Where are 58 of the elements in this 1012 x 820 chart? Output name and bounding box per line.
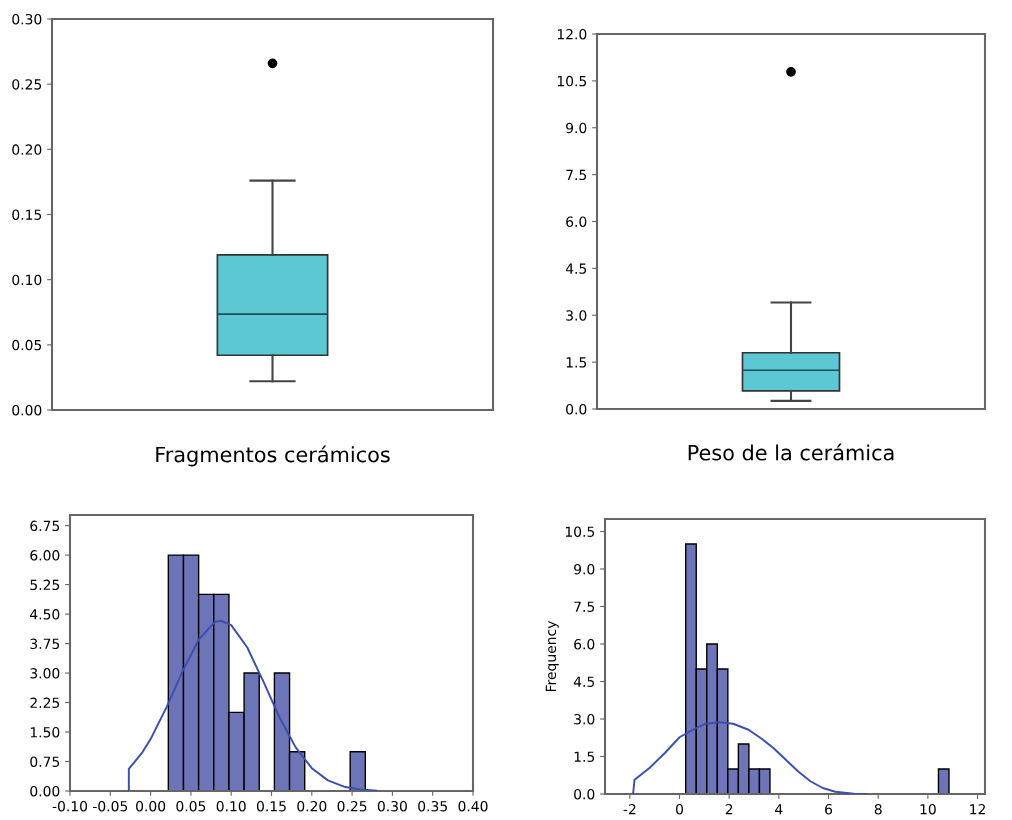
y-tick-label: 6.0 [574,638,595,650]
y-tick-label: 0.05 [12,339,42,351]
y-tick-label: 7.5 [574,601,595,612]
x-tick-label: 0.00 [136,800,166,812]
x-axis-title: Peso de la cerámica [688,443,894,461]
x-tick-label: 0.20 [297,800,327,812]
y-axis-title: Frequency [545,621,559,692]
x-tick-label: -0.10 [52,800,88,812]
y-tick-label: 3.0 [574,713,595,725]
x-tick-label: 2 [725,803,733,815]
y-tick-label: 1.50 [30,726,60,738]
y-tick-label: 2.25 [30,697,60,709]
y-tick-label: 0.0 [574,788,595,800]
y-tick-label: 10.5 [557,75,587,87]
y-tick-label: 3.00 [30,668,60,679]
y-tick-label: 12.0 [557,28,587,40]
x-tick-label: 4 [775,804,783,815]
x-tick-label: 6 [825,803,833,815]
x-tick-label: 0.40 [458,800,488,812]
y-tick-label: 0.30 [12,13,42,25]
x-tick-label: 0.35 [418,800,447,812]
x-tick-label: 10 [920,803,936,815]
y-tick-label: 4.5 [565,263,587,274]
y-tick-label: 1.5 [574,751,595,762]
y-tick-label: 0.25 [12,79,42,90]
line-series [127,619,378,791]
y-tick-label: 7.5 [566,169,587,181]
y-tick-label: 3.75 [30,638,60,650]
y-tick-label: 3.0 [566,310,587,321]
x-tick-label: 12 [970,803,985,815]
y-tick-label: 10.5 [565,526,595,537]
y-tick-label: 9.0 [574,563,595,575]
y-tick-label: 0.15 [12,209,42,220]
x-tick-label: 0.25 [337,800,367,812]
x-tick-label: 0.30 [377,800,407,812]
y-tick-label: 4.5 [573,676,595,687]
x-tick-label: 8 [874,803,882,815]
x-tick-label: -0.05 [93,800,128,812]
y-tick-label: 0.00 [12,404,42,416]
x-tick-label: 0.15 [256,800,286,812]
line-series [632,721,868,794]
x-tick-label: -2 [623,803,636,815]
x-tick-label: 0.05 [176,800,206,812]
y-tick-label: 6.0 [566,216,587,227]
x-tick-label: 0 [676,803,684,815]
x-axis-title: Fragmentos cerámicos [156,445,390,467]
y-tick-label: 6.00 [30,550,60,561]
y-tick-label: 1.5 [566,357,587,368]
y-tick-label: 4.50 [30,609,60,620]
x-tick-label: 0.10 [216,800,246,812]
y-tick-label: 0.10 [12,274,42,286]
y-tick-label: 0.0 [566,403,587,415]
y-tick-label: 0.75 [30,756,60,767]
y-tick-label: 6.75 [30,520,60,532]
y-tick-label: 0.00 [30,785,60,797]
y-tick-label: 0.20 [12,144,42,155]
y-tick-label: 5.25 [30,579,60,591]
y-tick-label: 9.0 [566,122,587,134]
